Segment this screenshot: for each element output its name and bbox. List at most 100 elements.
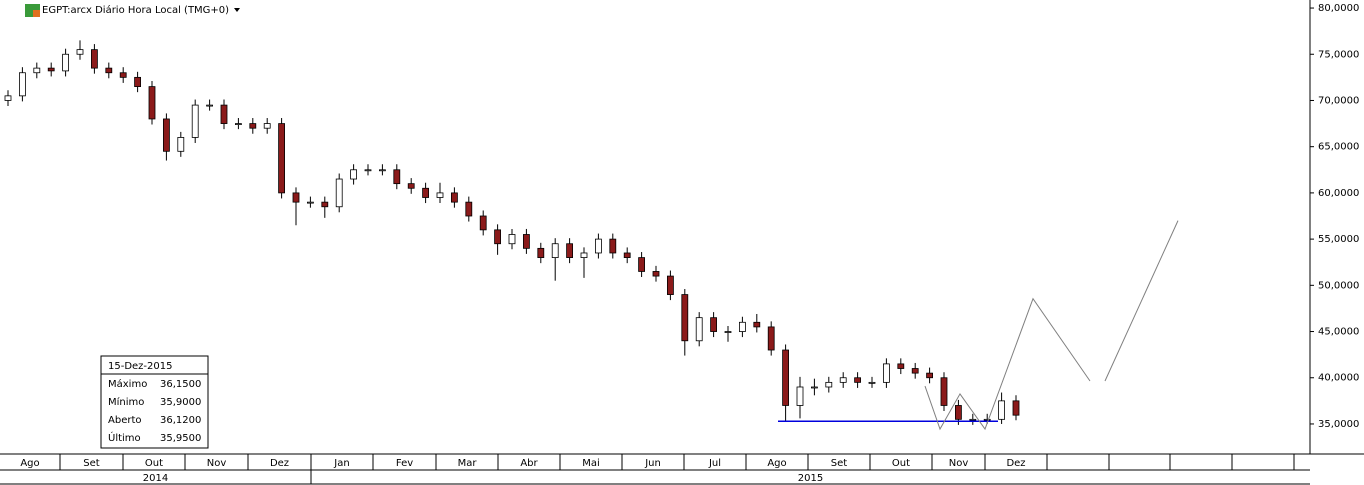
candle-body xyxy=(335,178,343,208)
candle-body xyxy=(33,67,41,74)
candle-body xyxy=(191,104,199,138)
candle-body xyxy=(508,234,516,245)
info-date: 15-Dez-2015 xyxy=(108,361,173,372)
info-value: 36,1200 xyxy=(160,415,201,426)
x-tick-label: Set xyxy=(83,458,100,469)
info-box-frame xyxy=(100,355,209,449)
candle-body xyxy=(940,377,948,406)
y-tick-label: 40,0000 xyxy=(1318,373,1359,384)
candle-body xyxy=(1012,400,1020,416)
candle-body xyxy=(782,349,789,406)
x-tick-label: Dez xyxy=(1006,458,1025,469)
x-tick-label: Jan xyxy=(333,458,349,469)
candle-body xyxy=(364,169,372,172)
y-tick-label: 65,0000 xyxy=(1318,142,1359,153)
x-tick-label: Ago xyxy=(767,458,786,469)
info-value: 35,9500 xyxy=(160,433,201,444)
candle-body xyxy=(263,123,271,129)
candle-body xyxy=(911,368,919,374)
chart-title: EGPT:arcx Diário Hora Local (TMG+0) xyxy=(42,4,229,16)
candle-body xyxy=(62,53,69,72)
year-label: 2014 xyxy=(143,473,168,484)
candle-body xyxy=(494,229,502,245)
y-tick-label: 80,0000 xyxy=(1318,3,1359,14)
candle-body xyxy=(177,137,185,152)
candle-body xyxy=(450,192,458,203)
candle-body xyxy=(854,377,861,383)
info-value: 35,9000 xyxy=(160,397,201,408)
candle-body xyxy=(465,201,473,217)
x-tick-label: Fev xyxy=(396,458,413,469)
candle-body xyxy=(537,247,545,258)
candle-body xyxy=(76,49,84,55)
candle-body xyxy=(278,123,286,194)
candle-body xyxy=(119,72,127,78)
candle-body xyxy=(983,418,991,421)
candle-body xyxy=(393,169,401,185)
candle-body xyxy=(566,243,573,258)
candle-body xyxy=(710,317,717,332)
candle-body xyxy=(739,321,746,332)
candle-body xyxy=(667,275,674,295)
candle-body xyxy=(652,271,660,277)
candle-body xyxy=(378,169,386,172)
x-tick-label: Out xyxy=(892,458,910,469)
candle-body xyxy=(436,192,444,198)
info-name: Último xyxy=(108,431,141,444)
candle-body xyxy=(580,252,588,258)
y-tick-label: 55,0000 xyxy=(1318,234,1359,245)
info-name: Aberto xyxy=(108,415,142,426)
candle-body xyxy=(724,331,732,333)
x-tick-label: Abr xyxy=(520,458,538,469)
candle-body xyxy=(18,72,26,97)
candle-body xyxy=(609,238,617,254)
x-tick-label: Mar xyxy=(458,458,478,469)
candle-body xyxy=(767,326,775,351)
candle-body xyxy=(162,118,170,152)
x-tick-label: Nov xyxy=(949,458,969,469)
candle-body xyxy=(91,49,98,69)
x-tick-label: Set xyxy=(831,458,848,469)
candle-body xyxy=(695,317,703,342)
y-tick-label: 35,0000 xyxy=(1318,419,1359,430)
title-dropdown[interactable] xyxy=(234,8,240,12)
y-tick-label: 70,0000 xyxy=(1318,95,1359,106)
candle-body xyxy=(681,294,689,342)
candle-body xyxy=(206,104,214,107)
candle-body xyxy=(350,169,358,180)
candle-body xyxy=(926,372,933,379)
candle-body xyxy=(523,234,530,249)
candle-body xyxy=(292,192,300,203)
candle-body xyxy=(47,67,55,72)
y-tick-label: 50,0000 xyxy=(1318,280,1359,291)
candle-body xyxy=(638,257,645,272)
candle-body xyxy=(623,252,631,258)
candle-body xyxy=(220,104,228,124)
candle-body xyxy=(422,187,430,198)
candle-body xyxy=(551,243,559,258)
candle-body xyxy=(969,418,977,421)
info-name: Máximo xyxy=(108,378,147,390)
candle-body xyxy=(249,123,257,129)
x-tick-label: Mai xyxy=(582,458,600,469)
year-label: 2015 xyxy=(798,473,823,484)
x-tick-label: Out xyxy=(145,458,163,469)
x-tick-label: Nov xyxy=(207,458,227,469)
candle-body xyxy=(321,201,329,208)
x-tick-label: Jun xyxy=(644,458,661,469)
candle-body xyxy=(105,67,113,74)
candle-body xyxy=(4,95,12,101)
candle-body xyxy=(998,400,1005,420)
candle-body xyxy=(796,386,804,406)
info-value: 36,1500 xyxy=(160,379,201,390)
candle-body xyxy=(811,386,818,389)
y-tick-label: 75,0000 xyxy=(1318,49,1359,60)
x-tick-label: Jul xyxy=(708,458,721,469)
candle-body xyxy=(407,183,415,189)
candle-body xyxy=(306,201,314,204)
candle-body xyxy=(479,215,487,231)
candle-body xyxy=(825,381,833,388)
candle-body xyxy=(955,405,962,420)
